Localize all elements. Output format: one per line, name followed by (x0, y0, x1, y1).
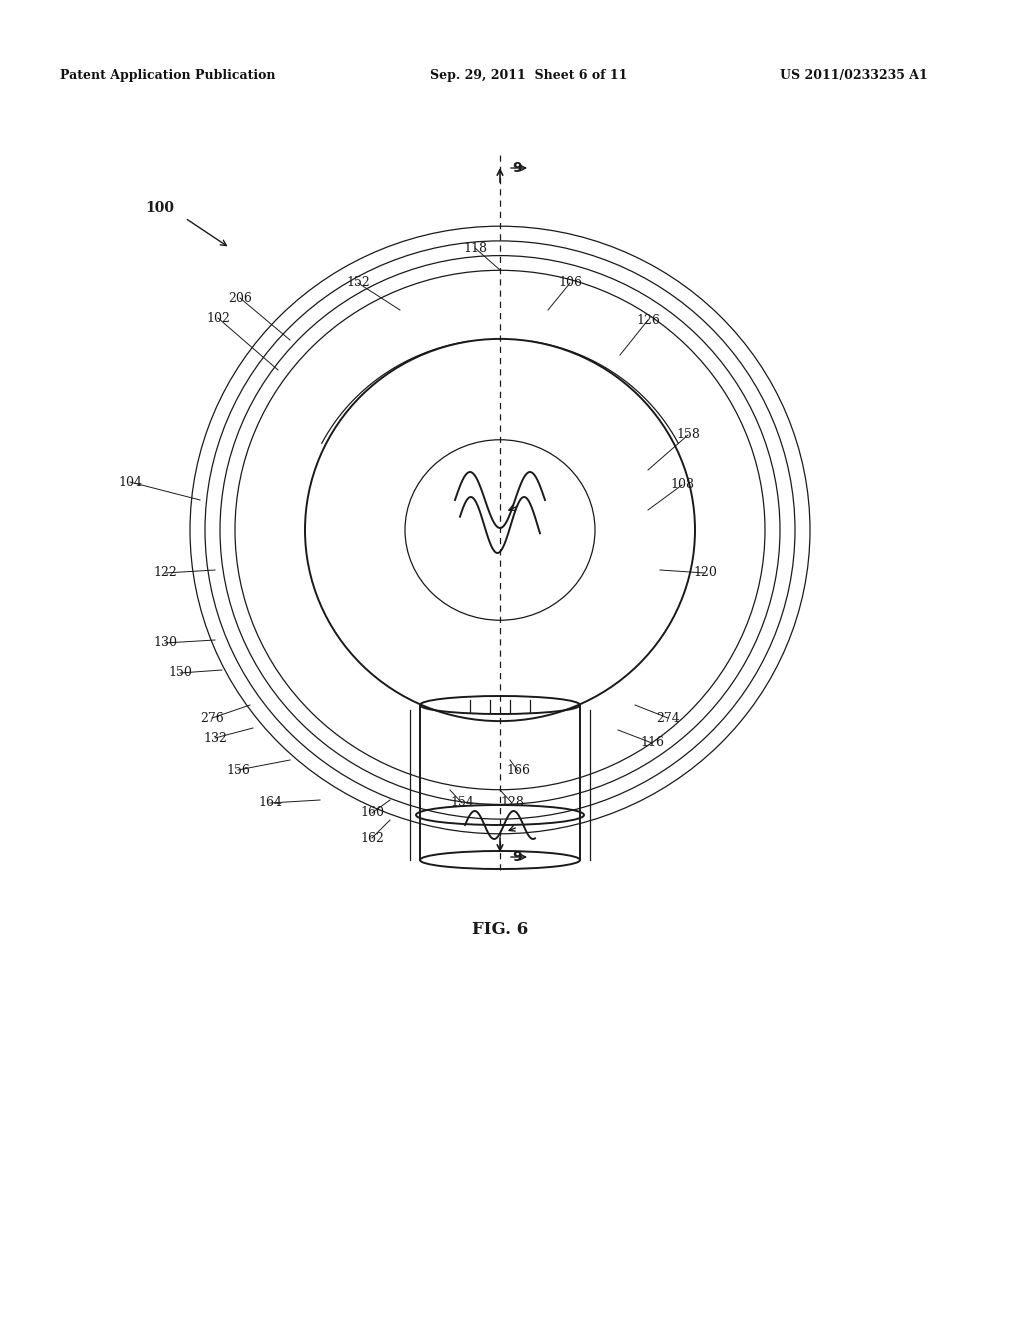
Text: 108: 108 (670, 479, 694, 491)
Text: 128: 128 (500, 796, 524, 809)
Text: US 2011/0233235 A1: US 2011/0233235 A1 (780, 69, 928, 82)
Text: 158: 158 (676, 429, 700, 441)
Text: 130: 130 (153, 636, 177, 649)
Text: 162: 162 (360, 832, 384, 845)
Text: 118: 118 (463, 242, 487, 255)
Text: Sep. 29, 2011  Sheet 6 of 11: Sep. 29, 2011 Sheet 6 of 11 (430, 69, 628, 82)
Text: 166: 166 (506, 764, 530, 777)
Text: 276: 276 (200, 711, 224, 725)
Text: 152: 152 (346, 276, 370, 289)
Text: 126: 126 (636, 314, 659, 326)
Text: 102: 102 (206, 312, 230, 325)
Text: Patent Application Publication: Patent Application Publication (60, 69, 275, 82)
Text: 100: 100 (145, 201, 174, 215)
Text: 116: 116 (640, 737, 664, 750)
Text: 156: 156 (226, 763, 250, 776)
Text: 106: 106 (558, 276, 582, 289)
Text: 274: 274 (656, 711, 680, 725)
Text: 122: 122 (154, 566, 177, 579)
Text: 154: 154 (451, 796, 474, 809)
Text: 206: 206 (228, 292, 252, 305)
Text: 120: 120 (693, 566, 717, 579)
Text: 160: 160 (360, 807, 384, 820)
Text: 132: 132 (203, 731, 227, 744)
Text: 164: 164 (258, 796, 282, 809)
Text: 150: 150 (168, 667, 191, 680)
Text: 9: 9 (512, 850, 521, 865)
Text: 9: 9 (512, 161, 521, 176)
Text: FIG. 6: FIG. 6 (472, 921, 528, 939)
Text: 104: 104 (118, 475, 142, 488)
